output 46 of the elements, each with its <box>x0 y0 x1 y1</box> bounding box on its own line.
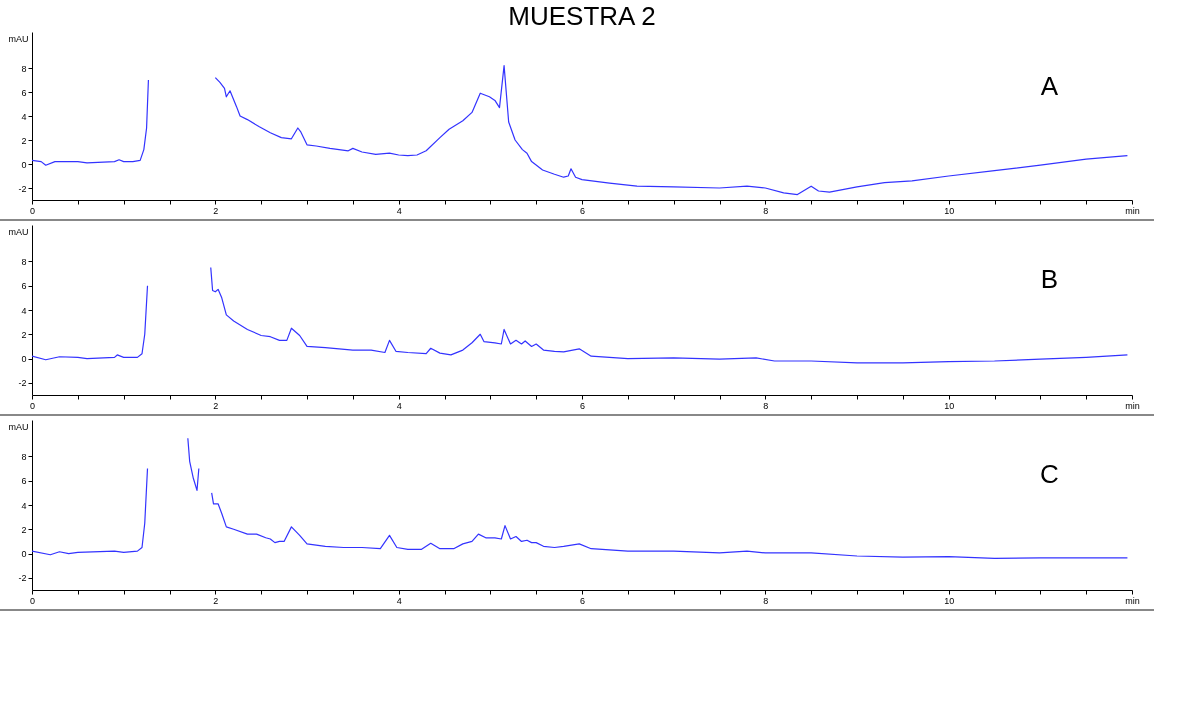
x-tick-label: min <box>1125 595 1140 606</box>
y-tick-label: 6 <box>21 281 27 292</box>
x-tick-label: 2 <box>213 595 219 606</box>
y-tick-label: 6 <box>21 87 27 98</box>
annotation: C <box>1040 459 1059 489</box>
y-tick-label: 0 <box>21 549 27 560</box>
x-tick-label: 4 <box>396 595 402 606</box>
y-tick-label: 4 <box>21 111 27 122</box>
x-tick-label: min <box>1125 205 1140 216</box>
x-tick-label: 6 <box>579 205 586 216</box>
x-tick-label: 6 <box>579 595 586 606</box>
y-tick-label: 8 <box>21 451 27 462</box>
y-tick-label: -2 <box>18 183 27 194</box>
x-tick-label: 10 <box>944 400 955 411</box>
y-tick-label: -2 <box>18 573 27 584</box>
annotation: A <box>1040 71 1059 101</box>
y-tick-label: 0 <box>21 354 27 365</box>
annotation: B <box>1040 264 1059 294</box>
x-tick-label: 0 <box>29 205 36 216</box>
y-tick-label: 0 <box>21 159 27 170</box>
y-tick-label: 8 <box>21 63 27 74</box>
x-tick-label: min <box>1125 400 1140 411</box>
x-tick-label: 4 <box>396 205 402 216</box>
x-tick-label: 10 <box>944 205 955 216</box>
y-axis-title: mAU <box>8 226 29 237</box>
y-tick-label: 4 <box>21 305 27 316</box>
y-tick-label: 2 <box>21 524 27 535</box>
x-tick-label: 6 <box>579 400 586 411</box>
x-tick-label: 2 <box>213 400 219 411</box>
y-tick-label: -2 <box>18 378 27 389</box>
y-tick-label: 6 <box>21 476 27 487</box>
x-tick-label: 8 <box>763 595 769 606</box>
x-tick-label: 2 <box>213 205 219 216</box>
y-axis-title: mAU <box>8 33 29 44</box>
y-tick-label: 2 <box>21 329 27 340</box>
y-tick-label: 4 <box>21 500 27 511</box>
x-tick-label: 10 <box>944 595 955 606</box>
x-tick-label: 8 <box>763 400 769 411</box>
x-tick-label: 0 <box>29 595 36 606</box>
y-tick-label: 2 <box>21 135 27 146</box>
y-axis-title: mAU <box>8 421 29 432</box>
x-tick-label: 0 <box>29 400 36 411</box>
x-tick-label: 4 <box>396 400 402 411</box>
y-tick-label: 8 <box>21 256 27 267</box>
chart-title: MUESTRA 2 <box>508 1 656 31</box>
x-tick-label: 8 <box>763 205 769 216</box>
